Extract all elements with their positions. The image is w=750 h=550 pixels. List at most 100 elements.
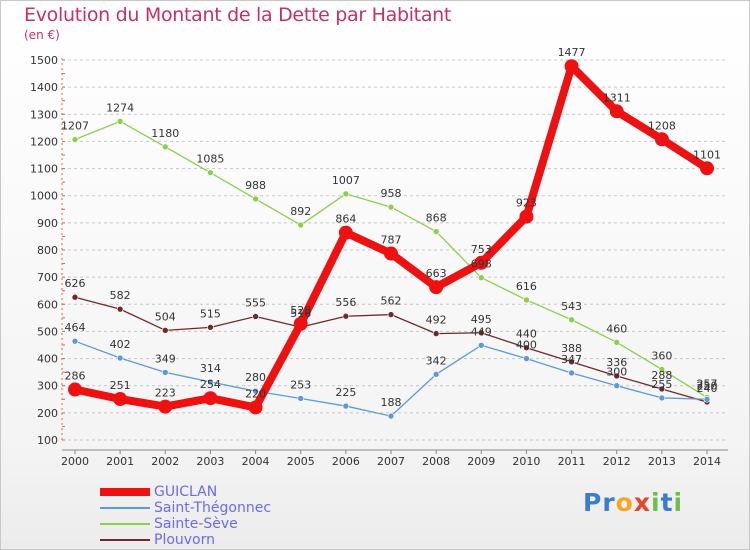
data-point-sainte-s-ve bbox=[568, 316, 575, 324]
data-point-plouvorn bbox=[207, 324, 214, 331]
data-label-guiclan: 1311 bbox=[603, 91, 631, 104]
unit-label: (en €) bbox=[24, 28, 60, 42]
data-point-guiclan bbox=[68, 382, 82, 397]
y-tick-label: 1400 bbox=[30, 81, 58, 94]
data-label-plouvorn: 240 bbox=[697, 382, 718, 395]
y-tick-label: 1200 bbox=[30, 135, 58, 148]
data-label-plouvorn: 516 bbox=[290, 307, 311, 320]
data-label-guiclan: 1101 bbox=[693, 148, 721, 161]
logo-letter: P bbox=[583, 488, 603, 517]
data-label-guiclan: 254 bbox=[200, 378, 221, 391]
data-label-guiclan: 864 bbox=[335, 213, 356, 226]
data-label-saint-th-gonnec: 250 bbox=[697, 379, 718, 392]
data-point-saint-th-gonnec bbox=[207, 378, 214, 386]
y-tick-label: 800 bbox=[37, 244, 58, 257]
data-point-saint-th-gonnec bbox=[252, 387, 259, 395]
data-point-sainte-s-ve bbox=[477, 274, 485, 281]
x-tick-label: 2012 bbox=[603, 455, 631, 468]
data-point-guiclan bbox=[293, 316, 308, 331]
data-point-guiclan bbox=[519, 209, 534, 224]
legend-swatch bbox=[100, 523, 150, 525]
x-tick-label: 2011 bbox=[558, 455, 586, 468]
data-label-saint-th-gonnec: 347 bbox=[561, 353, 582, 366]
data-point-sainte-s-ve bbox=[297, 221, 305, 229]
chart-title: Evolution du Montant de la Dette par Hab… bbox=[24, 4, 452, 26]
data-label-saint-th-gonnec: 300 bbox=[606, 366, 627, 379]
data-label-guiclan: 1208 bbox=[648, 119, 676, 132]
data-point-guiclan bbox=[248, 400, 263, 415]
data-label-plouvorn: 555 bbox=[245, 297, 266, 310]
data-point-guiclan bbox=[203, 391, 218, 406]
data-point-saint-th-gonnec bbox=[568, 369, 575, 377]
data-point-guiclan bbox=[113, 392, 128, 407]
data-label-plouvorn: 336 bbox=[606, 356, 627, 369]
data-point-guiclan bbox=[564, 59, 579, 74]
x-tick-label: 2006 bbox=[332, 455, 360, 468]
data-point-guiclan bbox=[474, 255, 489, 270]
data-label-plouvorn: 582 bbox=[110, 289, 131, 302]
y-tick-label: 200 bbox=[37, 407, 58, 420]
data-label-saint-th-gonnec: 225 bbox=[335, 386, 356, 399]
y-tick-label: 1300 bbox=[30, 108, 58, 121]
y-tick-label: 500 bbox=[37, 325, 58, 338]
data-point-guiclan bbox=[158, 399, 173, 414]
data-label-sainte-s-ve: 1274 bbox=[106, 101, 134, 114]
data-label-saint-th-gonnec: 188 bbox=[381, 396, 402, 409]
data-label-saint-th-gonnec: 464 bbox=[65, 321, 86, 334]
x-tick-label: 2007 bbox=[377, 455, 405, 468]
x-tick-label: 2013 bbox=[648, 455, 676, 468]
data-label-guiclan: 251 bbox=[110, 379, 131, 392]
data-label-sainte-s-ve: 868 bbox=[426, 212, 447, 225]
data-point-sainte-s-ve bbox=[523, 296, 530, 304]
data-label-saint-th-gonnec: 280 bbox=[245, 371, 266, 384]
x-tick-label: 2005 bbox=[287, 455, 315, 468]
data-label-saint-th-gonnec: 342 bbox=[426, 354, 447, 367]
data-point-plouvorn bbox=[71, 293, 79, 301]
data-point-guiclan bbox=[384, 246, 398, 261]
data-label-guiclan: 753 bbox=[471, 243, 492, 256]
data-point-saint-th-gonnec bbox=[613, 382, 621, 390]
data-point-plouvorn bbox=[613, 372, 621, 380]
logo-letter: t bbox=[660, 488, 674, 517]
data-label-sainte-s-ve: 616 bbox=[516, 280, 537, 293]
data-point-plouvorn bbox=[432, 330, 440, 337]
x-tick-label: 2000 bbox=[61, 455, 89, 468]
x-tick-label: 2010 bbox=[512, 455, 540, 468]
data-label-sainte-s-ve: 698 bbox=[471, 258, 492, 271]
data-label-saint-th-gonnec: 255 bbox=[651, 378, 672, 391]
data-point-saint-th-gonnec bbox=[297, 395, 305, 402]
y-tick-label: 1100 bbox=[30, 163, 58, 176]
data-point-saint-th-gonnec bbox=[161, 369, 169, 376]
x-tick-label: 2001 bbox=[106, 455, 134, 468]
y-tick-label: 400 bbox=[37, 353, 58, 366]
data-point-guiclan bbox=[654, 132, 669, 147]
data-label-guiclan: 223 bbox=[155, 387, 176, 400]
data-label-guiclan: 663 bbox=[426, 267, 447, 280]
data-label-sainte-s-ve: 460 bbox=[606, 322, 627, 335]
data-point-sainte-s-ve bbox=[342, 190, 350, 198]
data-label-sainte-s-ve: 257 bbox=[697, 377, 718, 390]
data-label-guiclan: 923 bbox=[516, 197, 537, 210]
data-point-saint-th-gonnec bbox=[432, 371, 440, 378]
data-label-guiclan: 528 bbox=[290, 304, 311, 317]
data-label-sainte-s-ve: 1180 bbox=[151, 127, 179, 140]
data-point-plouvorn bbox=[252, 313, 259, 320]
data-point-saint-th-gonnec bbox=[477, 341, 485, 349]
x-tick-label: 2003 bbox=[196, 455, 224, 468]
data-point-saint-th-gonnec bbox=[116, 354, 124, 362]
x-tick-label: 2009 bbox=[467, 455, 495, 468]
data-label-sainte-s-ve: 958 bbox=[381, 187, 402, 200]
data-label-plouvorn: 504 bbox=[155, 310, 176, 323]
data-label-saint-th-gonnec: 314 bbox=[200, 362, 221, 375]
data-label-sainte-s-ve: 988 bbox=[245, 179, 266, 192]
logo-letter: o bbox=[615, 488, 634, 517]
data-label-saint-th-gonnec: 402 bbox=[110, 338, 131, 351]
data-point-plouvorn bbox=[387, 311, 395, 318]
y-tick-label: 1000 bbox=[30, 190, 58, 203]
x-tick-label: 2014 bbox=[693, 455, 721, 468]
data-label-guiclan: 787 bbox=[381, 234, 402, 247]
data-point-guiclan bbox=[338, 225, 353, 240]
data-label-saint-th-gonnec: 349 bbox=[155, 352, 176, 365]
